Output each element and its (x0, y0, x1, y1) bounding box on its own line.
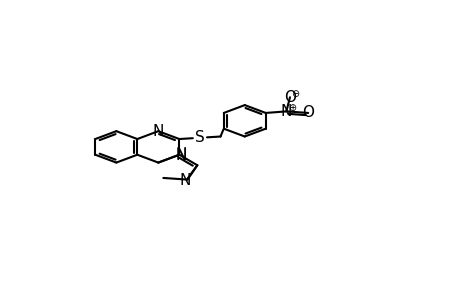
Text: N: N (179, 173, 191, 188)
Text: O: O (302, 106, 313, 121)
Text: N: N (175, 148, 186, 164)
Text: N: N (175, 147, 186, 162)
Text: S: S (195, 130, 204, 145)
Text: ⊖: ⊖ (291, 88, 299, 98)
Text: ⊕: ⊕ (287, 103, 295, 113)
Text: N: N (280, 104, 291, 119)
Text: O: O (283, 90, 295, 105)
Text: N: N (152, 124, 164, 139)
